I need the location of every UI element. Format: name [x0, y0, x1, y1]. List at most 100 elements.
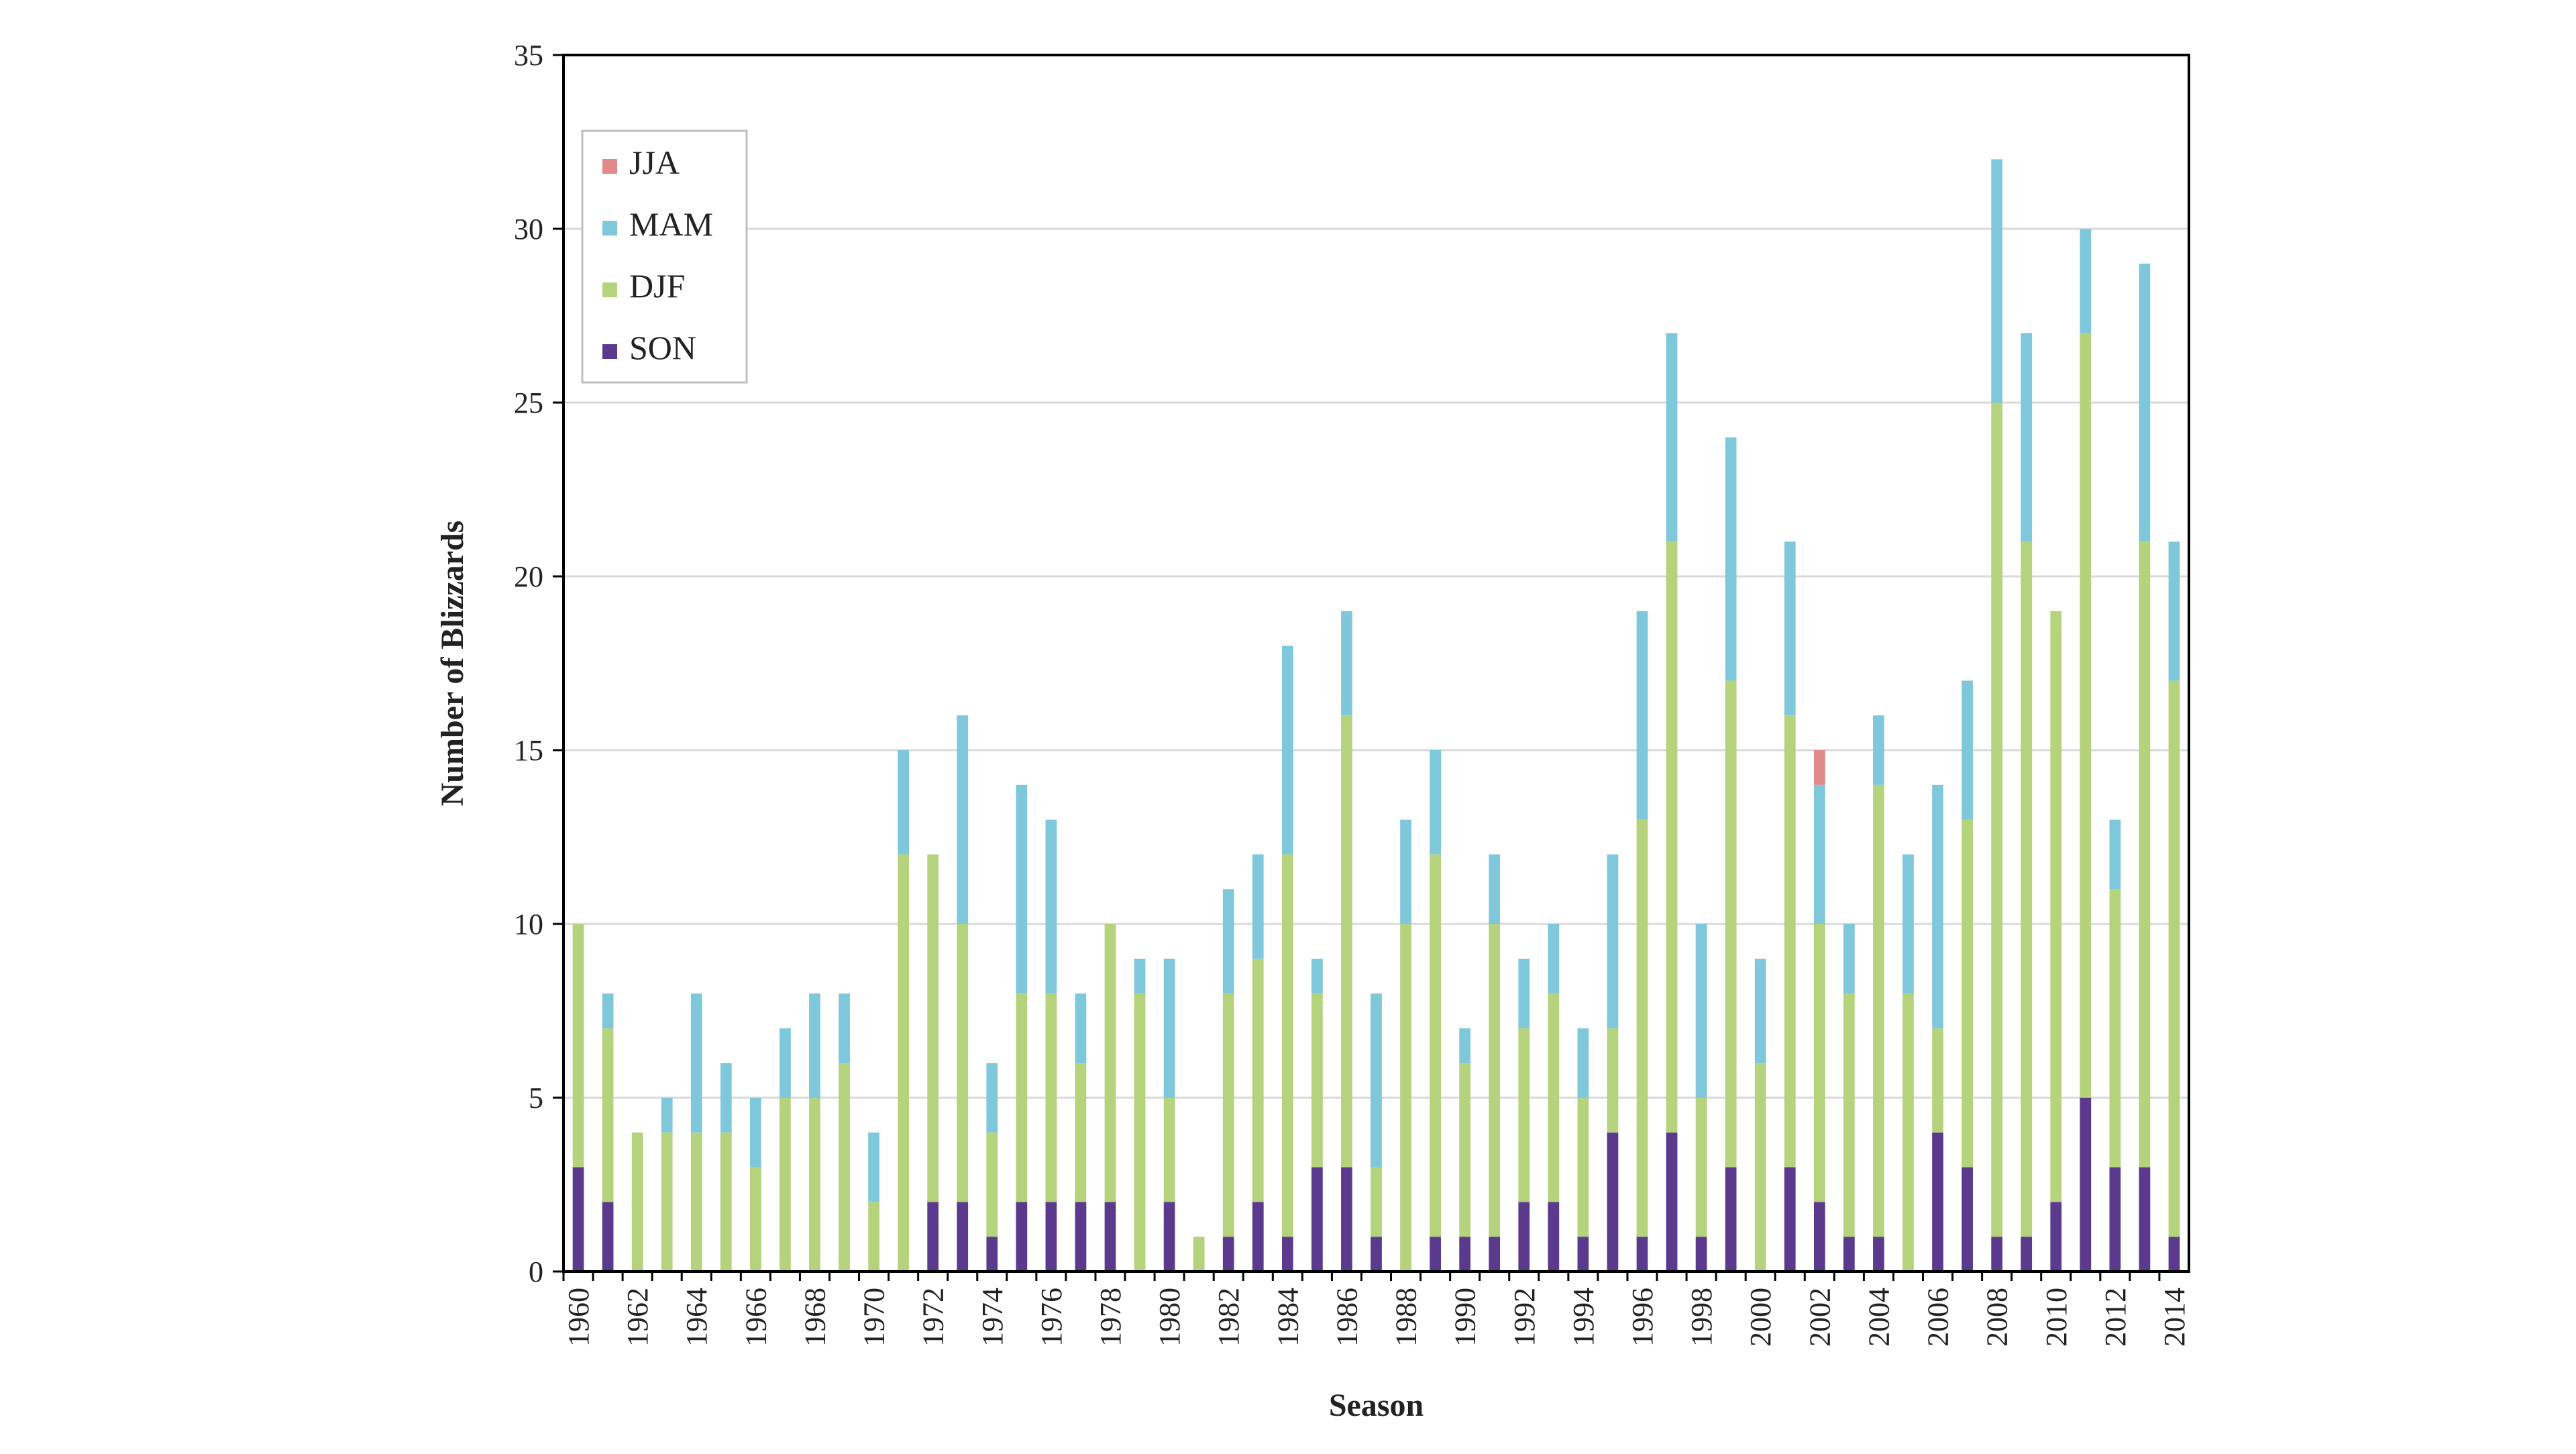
bar-mam-2011 — [2080, 229, 2092, 333]
bar-mam-1987 — [1371, 993, 1382, 1167]
bar-mam-1991 — [1489, 854, 1501, 924]
plot-area-frame — [562, 54, 2190, 1273]
bar-djf-2012 — [2109, 889, 2121, 1167]
y-tick-label: 30 — [514, 213, 543, 246]
bar-mam-1997 — [1666, 333, 1678, 542]
bar-son-2009 — [2021, 1237, 2033, 1271]
x-tick-label: 2014 — [2158, 1288, 2191, 1347]
bar-djf-1990 — [1459, 1063, 1471, 1237]
legend-label-son: SON — [629, 329, 696, 366]
bar-djf-1987 — [1371, 1167, 1382, 1237]
y-tick-label: 20 — [514, 560, 543, 593]
bar-mam-1971 — [898, 750, 909, 855]
bar-son-1983 — [1252, 1202, 1264, 1271]
bar-mam-1963 — [661, 1098, 673, 1133]
bar-son-1998 — [1695, 1237, 1707, 1271]
bar-son-1995 — [1607, 1132, 1619, 1271]
bar-son-1989 — [1430, 1237, 1441, 1271]
bar-son-1978 — [1104, 1202, 1116, 1271]
bar-mam-2001 — [1784, 541, 1796, 716]
x-tick-label: 2010 — [2040, 1288, 2073, 1347]
bar-djf-1979 — [1134, 993, 1146, 1271]
y-tick-label: 0 — [529, 1255, 543, 1288]
bar-djf-2011 — [2080, 333, 2092, 1098]
bar-mam-2008 — [1991, 159, 2003, 403]
bar-djf-1991 — [1489, 924, 1501, 1237]
bar-djf-1962 — [631, 1132, 643, 1271]
bar-mam-1966 — [749, 1098, 761, 1167]
bars — [572, 159, 2180, 1271]
bar-djf-2014 — [2168, 680, 2180, 1237]
bar-mam-1967 — [780, 1028, 791, 1098]
x-tick-label: 1992 — [1508, 1288, 1541, 1347]
bar-son-1996 — [1636, 1237, 1648, 1271]
legend: JJA MAM DJF SON — [581, 129, 748, 384]
x-tick-label: 1998 — [1685, 1288, 1718, 1347]
bar-djf-1970 — [868, 1202, 879, 1271]
bar-son-1985 — [1311, 1167, 1323, 1271]
x-tick-label: 1970 — [858, 1288, 891, 1347]
bar-son-1960 — [572, 1167, 584, 1271]
bar-djf-1960 — [572, 924, 584, 1167]
bar-son-1975 — [1016, 1202, 1028, 1271]
x-tick-label: 1978 — [1094, 1288, 1127, 1347]
bar-djf-1996 — [1636, 819, 1648, 1237]
bar-mam-1976 — [1045, 819, 1057, 994]
bar-son-2004 — [1873, 1237, 1884, 1271]
bar-djf-1961 — [602, 1028, 614, 1202]
bar-djf-1982 — [1222, 993, 1234, 1237]
bar-son-2008 — [1991, 1237, 2003, 1271]
bar-son-1973 — [957, 1202, 969, 1271]
x-tick-label: 2006 — [1922, 1288, 1955, 1347]
bar-djf-2001 — [1784, 715, 1796, 1167]
bar-mam-1961 — [602, 993, 614, 1029]
bar-djf-1981 — [1193, 1237, 1205, 1271]
x-tick-label: 1966 — [739, 1288, 772, 1347]
bar-djf-2013 — [2139, 541, 2151, 1167]
legend-label-djf: DJF — [629, 267, 685, 305]
bar-mam-1992 — [1518, 958, 1530, 1029]
bar-mam-1984 — [1281, 645, 1293, 855]
bar-djf-2003 — [1843, 993, 1855, 1237]
bar-mam-1993 — [1548, 924, 1560, 994]
bar-mam-1974 — [986, 1063, 998, 1133]
bar-jja-2002 — [1813, 750, 1825, 785]
y-axis-ticks: 0 5 10 15 20 25 30 35 — [514, 39, 564, 1288]
bar-djf-1971 — [898, 854, 909, 1271]
bar-mam-2009 — [2021, 333, 2033, 542]
bar-mam-1973 — [957, 715, 969, 924]
bar-djf-1988 — [1400, 924, 1411, 1271]
bar-djf-1978 — [1104, 924, 1116, 1202]
bar-son-1976 — [1045, 1202, 1057, 1271]
bar-mam-2012 — [2109, 819, 2121, 890]
bar-djf-1984 — [1281, 854, 1293, 1237]
x-tick-label: 1982 — [1212, 1288, 1245, 1347]
bar-son-1961 — [602, 1202, 614, 1271]
bar-son-1980 — [1163, 1202, 1175, 1271]
legend-swatch-jja — [602, 159, 617, 174]
x-tick-label: 1988 — [1390, 1288, 1423, 1347]
x-axis-ticks: 1960 1962 1964 1966 1968 1970 1972 1974 1976 1978… — [562, 1271, 2191, 1347]
bar-mam-1985 — [1311, 958, 1323, 994]
bar-mam-1964 — [690, 993, 702, 1133]
bar-son-2003 — [1843, 1237, 1855, 1271]
x-tick-label: 1964 — [680, 1288, 713, 1347]
bar-mam-1988 — [1400, 819, 1411, 924]
bar-djf-1977 — [1075, 1063, 1087, 1202]
bar-son-2013 — [2139, 1167, 2151, 1271]
bar-mam-2002 — [1813, 784, 1825, 924]
bar-djf-2007 — [1962, 819, 1973, 1167]
bar-djf-1968 — [809, 1098, 820, 1271]
bar-son-2006 — [1932, 1132, 1943, 1271]
bar-djf-2005 — [1902, 993, 1914, 1271]
bar-djf-1995 — [1607, 1028, 1619, 1133]
x-tick-label: 1980 — [1153, 1288, 1186, 1347]
bar-mam-2013 — [2139, 263, 2151, 542]
bar-mam-1994 — [1577, 1028, 1589, 1098]
bar-djf-1972 — [927, 854, 939, 1202]
bar-djf-1965 — [720, 1132, 732, 1271]
y-tick-label: 10 — [514, 908, 543, 941]
bar-mam-1969 — [839, 993, 850, 1063]
